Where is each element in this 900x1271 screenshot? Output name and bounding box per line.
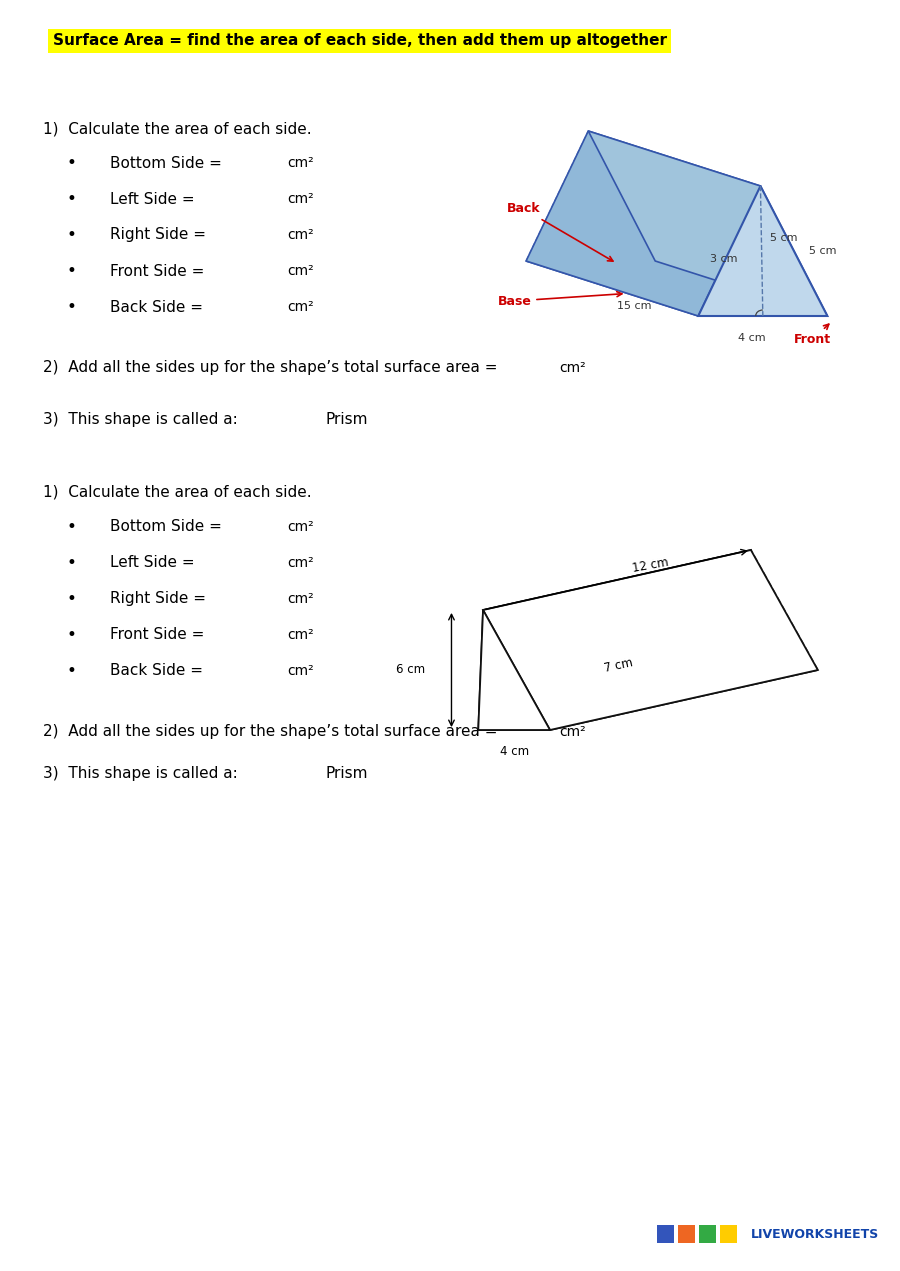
Text: •: • xyxy=(67,297,76,316)
Text: 12 cm: 12 cm xyxy=(631,555,670,574)
Text: •: • xyxy=(67,554,76,572)
Polygon shape xyxy=(478,610,550,730)
Text: •: • xyxy=(67,189,76,208)
Text: Front Side =: Front Side = xyxy=(110,263,204,278)
Text: 15 cm: 15 cm xyxy=(617,301,652,311)
FancyBboxPatch shape xyxy=(720,1225,737,1243)
Text: 7 cm: 7 cm xyxy=(603,657,634,675)
Text: cm²: cm² xyxy=(287,592,313,606)
Text: LIVEWORKSHEETS: LIVEWORKSHEETS xyxy=(751,1228,879,1240)
Text: cm²: cm² xyxy=(287,555,313,569)
Text: Right Side =: Right Side = xyxy=(110,591,206,606)
Text: Left Side =: Left Side = xyxy=(110,192,194,206)
Text: cm²: cm² xyxy=(287,192,313,206)
Text: Surface Area = find the area of each side, then add them up altogether: Surface Area = find the area of each sid… xyxy=(52,33,667,48)
Text: cm²: cm² xyxy=(287,264,313,278)
FancyBboxPatch shape xyxy=(679,1225,696,1243)
Text: 3)  This shape is called a:: 3) This shape is called a: xyxy=(43,766,238,782)
Polygon shape xyxy=(698,186,827,316)
Text: •: • xyxy=(67,262,76,280)
Polygon shape xyxy=(483,550,818,730)
Text: 6 cm: 6 cm xyxy=(396,663,425,676)
Text: cm²: cm² xyxy=(287,663,313,677)
Text: Left Side =: Left Side = xyxy=(110,555,194,571)
Text: Right Side =: Right Side = xyxy=(110,228,206,243)
Text: 3 cm: 3 cm xyxy=(710,254,738,264)
Text: 4 cm: 4 cm xyxy=(737,333,765,343)
Text: 2)  Add all the sides up for the shape’s total surface area =: 2) Add all the sides up for the shape’s … xyxy=(43,724,498,740)
Polygon shape xyxy=(526,261,827,316)
Text: 4 cm: 4 cm xyxy=(500,746,528,759)
Polygon shape xyxy=(589,131,827,316)
Text: 3)  This shape is called a:: 3) This shape is called a: xyxy=(43,413,238,427)
Text: cm²: cm² xyxy=(287,520,313,534)
Text: 1)  Calculate the area of each side.: 1) Calculate the area of each side. xyxy=(43,121,311,136)
Text: 1)  Calculate the area of each side.: 1) Calculate the area of each side. xyxy=(43,486,311,500)
FancyBboxPatch shape xyxy=(657,1225,674,1243)
Text: •: • xyxy=(67,226,76,244)
Text: Back: Back xyxy=(507,202,613,261)
Text: •: • xyxy=(67,154,76,172)
Text: •: • xyxy=(67,627,76,644)
Text: Bottom Side =: Bottom Side = xyxy=(110,155,222,170)
Text: cm²: cm² xyxy=(560,361,586,375)
Text: •: • xyxy=(67,662,76,680)
Text: 2)  Add all the sides up for the shape’s total surface area =: 2) Add all the sides up for the shape’s … xyxy=(43,361,498,375)
Text: Prism: Prism xyxy=(325,766,368,782)
Text: •: • xyxy=(67,590,76,608)
Text: 5 cm: 5 cm xyxy=(770,233,797,243)
Text: Prism: Prism xyxy=(325,413,368,427)
Text: Back Side =: Back Side = xyxy=(110,300,203,314)
Text: cm²: cm² xyxy=(560,724,586,738)
Text: Front Side =: Front Side = xyxy=(110,628,204,643)
Polygon shape xyxy=(478,670,818,730)
Text: cm²: cm² xyxy=(287,228,313,241)
Text: •: • xyxy=(67,519,76,536)
Text: Base: Base xyxy=(498,291,622,308)
Text: cm²: cm² xyxy=(287,628,313,642)
Text: Bottom Side =: Bottom Side = xyxy=(110,520,222,535)
Text: Front: Front xyxy=(794,324,831,346)
Polygon shape xyxy=(478,550,751,730)
Text: 5 cm: 5 cm xyxy=(809,247,837,255)
Text: cm²: cm² xyxy=(287,156,313,170)
Text: cm²: cm² xyxy=(287,300,313,314)
Text: Back Side =: Back Side = xyxy=(110,663,203,679)
FancyBboxPatch shape xyxy=(699,1225,716,1243)
Polygon shape xyxy=(526,131,760,316)
